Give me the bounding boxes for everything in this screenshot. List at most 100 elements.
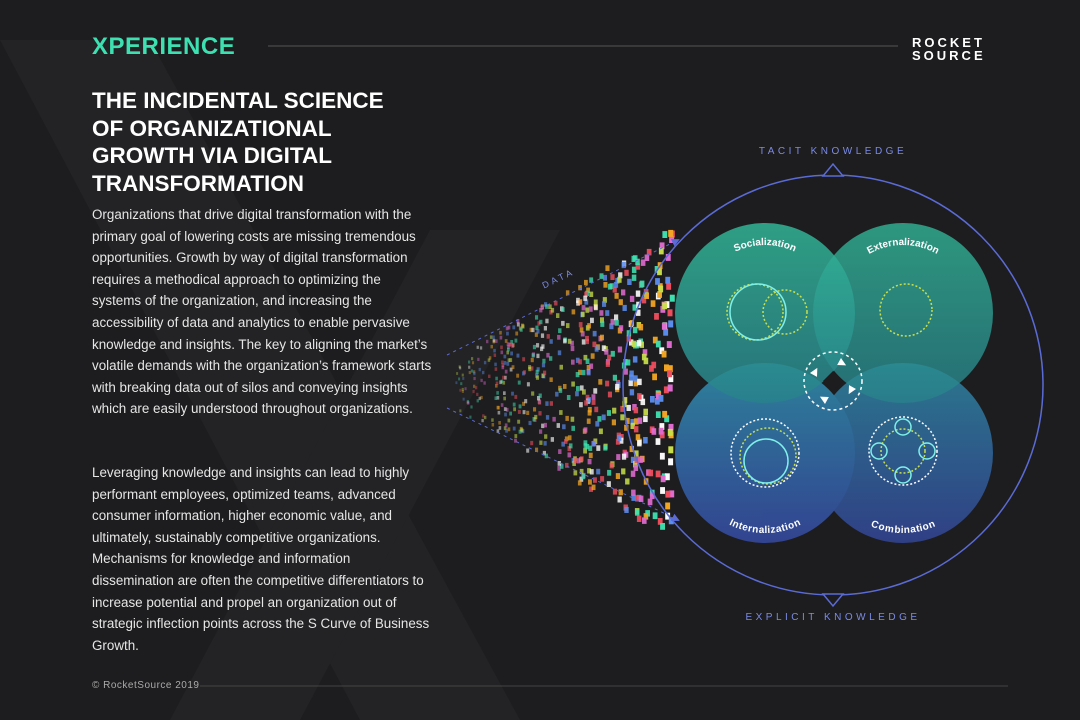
data-dot bbox=[564, 436, 569, 442]
data-dot bbox=[646, 248, 652, 256]
data-dot bbox=[576, 386, 580, 392]
data-dot bbox=[483, 381, 486, 385]
data-dot bbox=[510, 340, 514, 344]
data-dot bbox=[509, 411, 512, 416]
data-dot bbox=[659, 242, 665, 250]
data-dot bbox=[583, 354, 588, 361]
data-dot bbox=[620, 414, 625, 421]
data-dot bbox=[588, 445, 593, 451]
data-dot bbox=[583, 295, 588, 301]
data-dot bbox=[494, 362, 497, 367]
data-dot bbox=[535, 315, 539, 320]
data-dots bbox=[455, 229, 675, 530]
data-dot bbox=[509, 358, 513, 362]
data-dot bbox=[607, 283, 612, 290]
data-dot bbox=[462, 377, 465, 380]
data-dot bbox=[600, 334, 604, 341]
data-dot bbox=[621, 262, 626, 269]
data-dot bbox=[584, 279, 588, 286]
data-dot bbox=[531, 391, 535, 396]
data-dot bbox=[629, 339, 634, 346]
data-dot bbox=[661, 350, 667, 358]
data-dot bbox=[577, 480, 582, 486]
data-dot bbox=[660, 523, 665, 530]
data-dot bbox=[494, 396, 498, 400]
data-dot bbox=[585, 335, 589, 342]
tacit-label: TACIT KNOWLEDGE bbox=[759, 146, 907, 157]
data-dot bbox=[669, 294, 675, 302]
data-dot bbox=[475, 386, 478, 390]
cone-edge bbox=[446, 407, 680, 521]
data-dot bbox=[548, 304, 552, 309]
data-dot bbox=[535, 375, 539, 380]
data-dot bbox=[473, 370, 476, 374]
data-dot bbox=[657, 268, 662, 276]
data-dot bbox=[530, 357, 534, 363]
data-dot bbox=[571, 359, 575, 365]
data-dot bbox=[659, 423, 665, 430]
data-dot bbox=[494, 367, 498, 371]
data-dot bbox=[563, 338, 567, 344]
data-dot bbox=[617, 276, 622, 283]
data-dot bbox=[571, 425, 575, 431]
data-dot bbox=[517, 380, 521, 385]
data-dot bbox=[592, 330, 597, 337]
data-dot bbox=[529, 327, 533, 333]
data-dot bbox=[634, 418, 639, 425]
data-dot bbox=[617, 434, 622, 441]
data-dot bbox=[655, 438, 661, 445]
data-dot bbox=[588, 479, 592, 485]
data-dot bbox=[661, 323, 667, 330]
data-dot bbox=[495, 384, 498, 388]
data-dot bbox=[516, 322, 520, 327]
data-dot bbox=[585, 307, 590, 313]
data-dot bbox=[468, 360, 471, 364]
data-dot bbox=[595, 421, 600, 427]
data-dot bbox=[663, 328, 669, 336]
data-dot bbox=[593, 304, 598, 311]
logo-top: ROCKET bbox=[912, 35, 985, 50]
data-dot bbox=[504, 369, 508, 374]
notch bbox=[821, 162, 845, 177]
data-dot bbox=[550, 437, 554, 442]
data-dot bbox=[603, 282, 608, 288]
brand-text: XPERIENCE bbox=[92, 33, 236, 60]
data-dot bbox=[512, 426, 516, 431]
data-dot bbox=[535, 325, 539, 330]
data-dot bbox=[477, 357, 480, 361]
data-dot bbox=[634, 450, 639, 457]
data-dot bbox=[506, 362, 510, 366]
data-dot bbox=[589, 291, 594, 297]
data-dot bbox=[651, 428, 657, 435]
data-dot bbox=[491, 423, 495, 427]
data-dot bbox=[635, 263, 641, 270]
data-dot bbox=[531, 327, 535, 333]
data-dot bbox=[636, 340, 642, 347]
data-dot bbox=[630, 419, 635, 426]
data-dot bbox=[514, 438, 517, 443]
data-dot bbox=[643, 408, 648, 416]
data-dot bbox=[534, 332, 538, 337]
data-dot bbox=[500, 379, 504, 384]
data-dot bbox=[629, 389, 635, 396]
data-dot bbox=[459, 409, 462, 413]
data-dot bbox=[607, 469, 612, 476]
data-dot bbox=[568, 443, 573, 449]
data-dot bbox=[522, 357, 526, 362]
data-dot bbox=[618, 325, 624, 332]
data-dot bbox=[575, 357, 580, 363]
data-dot bbox=[578, 299, 583, 305]
data-dot bbox=[585, 338, 589, 345]
data-dot bbox=[510, 351, 513, 356]
data-dot bbox=[623, 368, 628, 375]
data-dot bbox=[503, 407, 507, 411]
notch bbox=[821, 593, 845, 608]
data-dot bbox=[509, 367, 513, 372]
data-dot bbox=[496, 429, 500, 433]
data-dot bbox=[473, 372, 476, 376]
data-dot bbox=[567, 446, 572, 452]
data-dot bbox=[643, 513, 649, 520]
data-dot bbox=[501, 365, 505, 370]
data-dot bbox=[637, 440, 642, 447]
